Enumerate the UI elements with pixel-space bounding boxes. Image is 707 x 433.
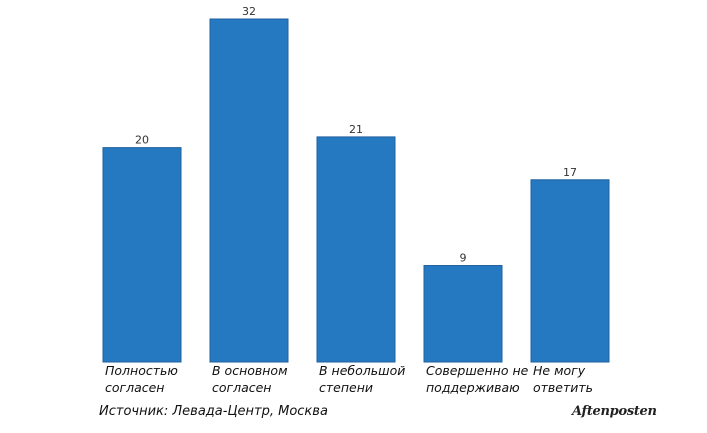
category-label-3-line-1: В небольшой xyxy=(319,363,406,378)
data-label-3: 21 xyxy=(349,123,363,136)
category-label-5-line-1: Не могу xyxy=(533,363,586,378)
data-label-5: 17 xyxy=(563,166,577,179)
category-label-4-line-1: Совершенно не xyxy=(426,363,529,378)
bar-4 xyxy=(423,265,503,363)
category-label-5-line-2: ответить xyxy=(533,380,594,395)
category-label-3-line-2: степени xyxy=(319,380,374,395)
aftenposten-logo: Aftenposten xyxy=(572,404,657,419)
category-label-2-line-1: В основном xyxy=(212,363,288,378)
bar-2 xyxy=(209,18,289,363)
category-label-1-line-2: согласен xyxy=(105,380,165,395)
category-label-1-line-1: Полностью xyxy=(105,363,178,378)
category-label-4-line-2: поддерживаю xyxy=(426,380,520,395)
bar-1 xyxy=(102,147,182,363)
bar-5 xyxy=(530,179,610,363)
data-label-4: 9 xyxy=(460,252,467,265)
bar-3 xyxy=(316,136,396,363)
data-label-1: 20 xyxy=(135,134,149,147)
source-note: Источник: Левада-Центр, Москва xyxy=(99,404,328,419)
category-label-2-line-2: согласен xyxy=(212,380,272,395)
data-label-2: 32 xyxy=(242,5,256,18)
